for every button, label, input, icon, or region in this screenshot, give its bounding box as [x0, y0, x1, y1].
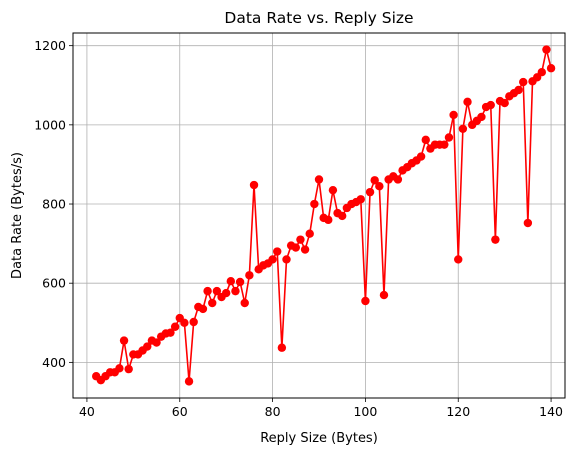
data-point [203, 286, 212, 296]
data-point [268, 255, 277, 264]
data-point [282, 255, 291, 264]
y-tick-label: 1200 [34, 38, 66, 53]
data-point [221, 288, 231, 298]
data-point [454, 255, 463, 264]
data-point [514, 85, 523, 95]
y-axis-label: Data Rate (Bytes/s) [10, 152, 25, 279]
data-point [370, 176, 379, 185]
data-point [310, 199, 319, 209]
data-point [523, 218, 533, 228]
data-point [143, 342, 152, 351]
data-point [245, 271, 254, 280]
x-tick-label: 140 [539, 404, 563, 419]
chart-title: Data Rate vs. Reply Size [224, 9, 413, 27]
data-point [235, 277, 245, 287]
data-point [166, 328, 175, 337]
data-point [115, 364, 124, 373]
data-point [449, 110, 458, 120]
data-point [491, 235, 500, 244]
data-point [198, 304, 208, 314]
data-point [421, 135, 430, 145]
data-point [324, 215, 333, 225]
data-point [440, 140, 449, 149]
data-point [537, 67, 546, 77]
y-tick-label: 800 [42, 197, 66, 212]
data-point [184, 377, 194, 386]
data-point [124, 364, 133, 374]
data-point [296, 235, 305, 244]
data-point [119, 336, 129, 345]
data-point [486, 100, 495, 110]
x-axis-label: Reply Size (Bytes) [260, 431, 378, 446]
series [92, 45, 556, 386]
data-point [189, 317, 198, 327]
data-point [365, 187, 375, 197]
data-point [314, 175, 324, 184]
data-point [375, 182, 384, 191]
data-point [519, 77, 528, 87]
y-tick-label: 1000 [34, 117, 66, 132]
data-point [273, 247, 282, 256]
plot-frame [72, 32, 566, 399]
data-point [356, 195, 365, 204]
data-point [338, 211, 347, 221]
data-point [170, 322, 180, 331]
grid [73, 33, 565, 398]
data-point [226, 277, 236, 286]
data-point [463, 97, 472, 107]
data-point [542, 45, 551, 54]
data-point [416, 152, 426, 161]
data-point [477, 112, 486, 122]
x-tick-label: 120 [446, 404, 470, 419]
data-point [361, 296, 370, 306]
data-point [249, 180, 259, 190]
x-tick-label: 80 [265, 404, 281, 419]
y-tick-label: 600 [42, 276, 66, 291]
data-point [240, 298, 249, 308]
data-point [152, 338, 161, 347]
data-point [305, 229, 314, 238]
x-tick-label: 40 [79, 404, 95, 419]
data-point [277, 343, 287, 352]
data-point [379, 290, 389, 300]
data-point [231, 286, 240, 296]
data-point [458, 124, 468, 134]
y-tick-label: 400 [42, 355, 66, 370]
data-point [291, 243, 300, 252]
data-point [328, 185, 338, 195]
data-point [546, 64, 556, 73]
data-point [180, 318, 189, 327]
x-tick-label: 60 [172, 404, 188, 419]
data-point [212, 286, 222, 296]
data-point [208, 298, 217, 308]
data-point [444, 133, 454, 142]
ticks: 40 60 80 100 120 140 400 600 800 1000 1200 [34, 38, 563, 419]
data-point [500, 98, 509, 108]
x-tick-label: 100 [353, 404, 377, 419]
data-point [300, 245, 310, 254]
data-point [393, 175, 403, 184]
